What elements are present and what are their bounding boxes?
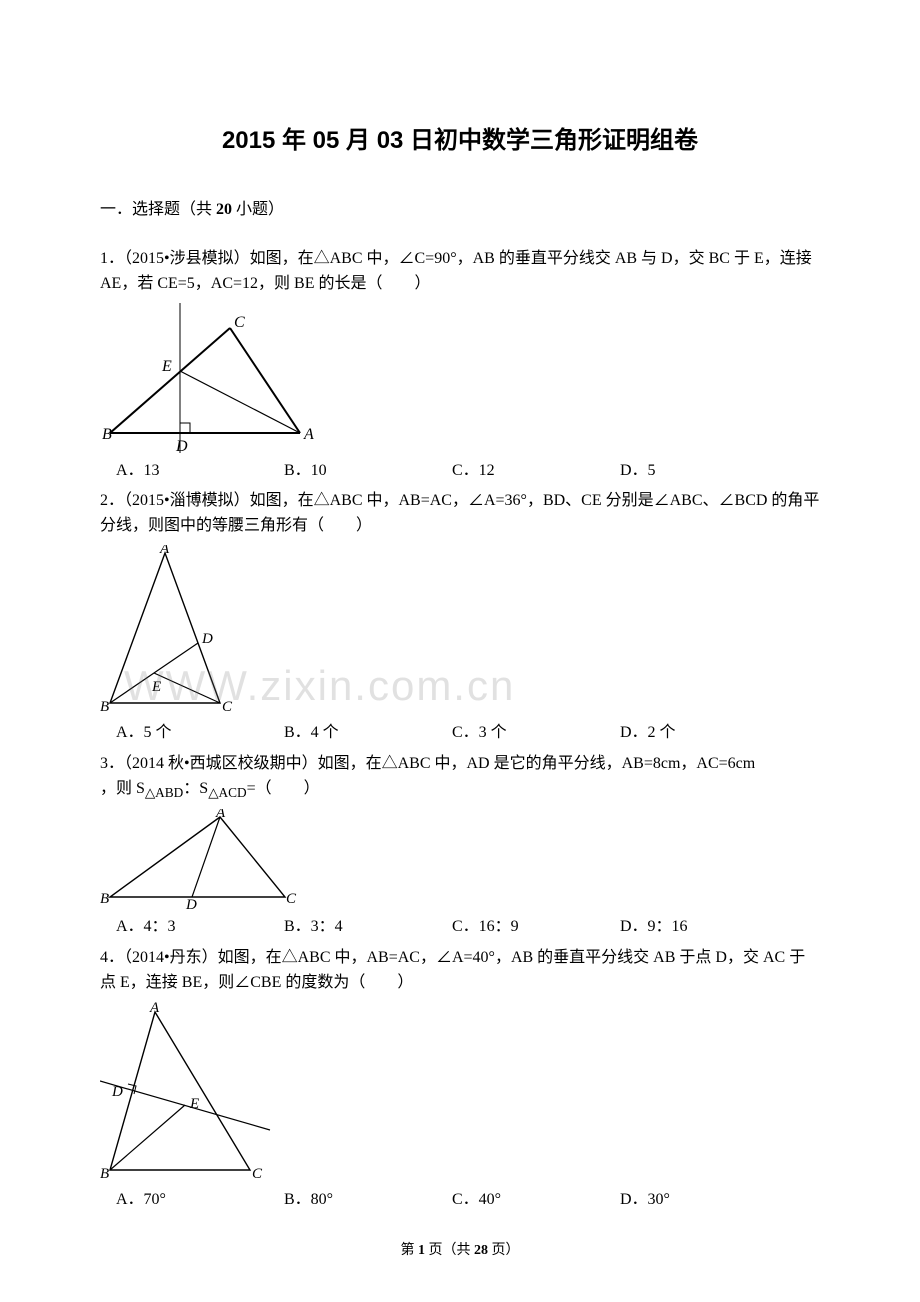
footer-suffix: 页） [488, 1243, 520, 1258]
q1-opt-c[interactable]: C．12 [452, 459, 620, 484]
svg-text:A: A [159, 545, 170, 557]
svg-text:C: C [252, 1166, 263, 1182]
q3-opt-d[interactable]: D．9：16 [620, 915, 788, 940]
q4-opt-b[interactable]: B．80° [284, 1188, 452, 1213]
q2-opt-a[interactable]: A．5 个 [116, 721, 284, 746]
svg-text:D: D [175, 438, 188, 453]
svg-text:D: D [185, 897, 197, 909]
svg-text:E: E [151, 679, 161, 695]
question-3: 3．（2014 秋•西城区校级期中）如图，在△ABC 中，AD 是它的角平分线，… [100, 752, 820, 940]
section-count: 20 [216, 201, 232, 218]
question-2-text: 2．（2015•淄博模拟）如图，在△ABC 中，AB=AC，∠A=36°，BD、… [100, 489, 820, 539]
question-2: 2．（2015•淄博模拟）如图，在△ABC 中，AB=AC，∠A=36°，BD、… [100, 489, 820, 745]
svg-text:C: C [222, 699, 233, 715]
svg-text:B: B [100, 891, 109, 907]
question-3-options: A．4：3 B．3：4 C．16：9 D．9：16 [100, 915, 820, 940]
question-2-figure: A B C D E WWW.zixin.com.cn [100, 545, 820, 715]
q3-opt-c[interactable]: C．16：9 [452, 915, 620, 940]
question-3-figure: A B C D [100, 809, 820, 909]
section-header: 一．选择题（共 20 小题） [100, 195, 820, 219]
q2-opt-c[interactable]: C．3 个 [452, 721, 620, 746]
q3-l2-suffix: =（ ） [247, 780, 320, 797]
q1-opt-b[interactable]: B．10 [284, 459, 452, 484]
q1-opt-a[interactable]: A．13 [116, 459, 284, 484]
svg-text:C: C [234, 314, 245, 331]
q2-opt-d[interactable]: D．2 个 [620, 721, 788, 746]
question-2-options: A．5 个 B．4 个 C．3 个 D．2 个 [100, 721, 820, 746]
q4-opt-a[interactable]: A．70° [116, 1188, 284, 1213]
svg-text:B: B [100, 699, 109, 715]
q1-opt-d[interactable]: D．5 [620, 459, 788, 484]
footer-mid: 页（共 [425, 1243, 474, 1258]
q4-opt-c[interactable]: C．40° [452, 1188, 620, 1213]
question-1-options: A．13 B．10 C．12 D．5 [100, 459, 820, 484]
q3-sub1: △ABD [145, 785, 183, 800]
question-4-options: A．70° B．80° C．40° D．30° [100, 1188, 820, 1213]
svg-text:D: D [111, 1084, 123, 1100]
q3-l2-prefix: ，则 S [100, 780, 145, 797]
footer-prefix: 第 [401, 1243, 419, 1258]
question-1-text: 1．（2015•涉县模拟）如图，在△ABC 中，∠C=90°，AB 的垂直平分线… [100, 247, 820, 297]
footer-total: 28 [474, 1243, 488, 1258]
svg-text:B: B [100, 1166, 109, 1182]
q3-l2-mid: ：S [183, 780, 208, 797]
svg-text:A: A [303, 426, 314, 443]
question-4: 4．（2014•丹东）如图，在△ABC 中，AB=AC，∠A=40°，AB 的垂… [100, 946, 820, 1212]
question-1-figure: B D A E C [100, 303, 820, 453]
section-suffix: 小题） [232, 201, 284, 218]
q3-opt-a[interactable]: A．4：3 [116, 915, 284, 940]
svg-text:E: E [189, 1096, 199, 1112]
question-1: 1．（2015•涉县模拟）如图，在△ABC 中，∠C=90°，AB 的垂直平分线… [100, 247, 820, 483]
page-title: 2015 年 05 月 03 日初中数学三角形证明组卷 [100, 120, 820, 155]
question-4-text: 4．（2014•丹东）如图，在△ABC 中，AB=AC，∠A=40°，AB 的垂… [100, 946, 820, 996]
question-3-text-line2: ，则 S△ABD：S△ACD=（ ） [100, 777, 820, 804]
q3-sub2: △ACD [208, 785, 246, 800]
question-3-text-line1: 3．（2014 秋•西城区校级期中）如图，在△ABC 中，AD 是它的角平分线，… [100, 752, 820, 777]
svg-text:C: C [286, 891, 297, 907]
svg-text:A: A [215, 809, 226, 821]
footer-page: 1 [418, 1243, 425, 1258]
svg-text:E: E [161, 358, 172, 375]
section-prefix: 一．选择题（共 [100, 201, 216, 218]
question-4-figure: A B C D E [100, 1002, 820, 1182]
svg-text:B: B [102, 426, 112, 443]
q2-opt-b[interactable]: B．4 个 [284, 721, 452, 746]
q4-opt-d[interactable]: D．30° [620, 1188, 788, 1213]
page-footer: 第 1 页（共 28 页） [100, 1239, 820, 1259]
svg-text:A: A [149, 1002, 160, 1016]
svg-text:D: D [201, 631, 213, 647]
q3-opt-b[interactable]: B．3：4 [284, 915, 452, 940]
